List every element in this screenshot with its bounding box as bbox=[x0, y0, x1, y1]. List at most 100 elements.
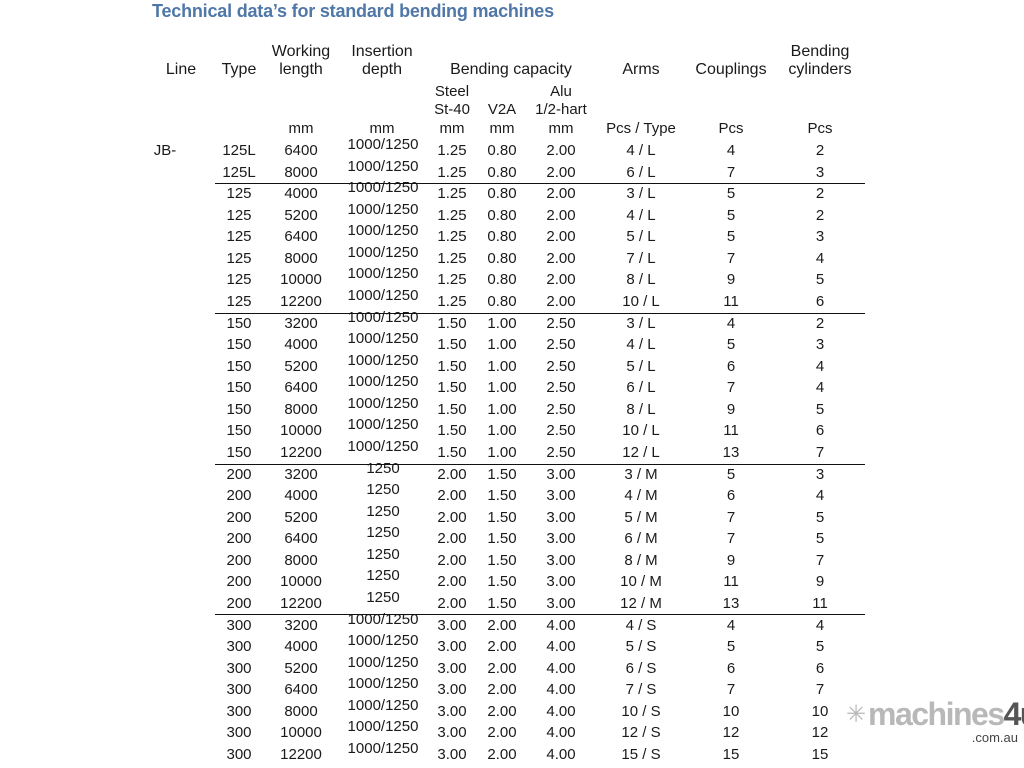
cell-insertion-depth: 1000/1250 bbox=[347, 416, 419, 434]
cell-alu: 2.50 bbox=[546, 379, 576, 397]
cell-working-length: 4000 bbox=[284, 336, 318, 354]
cell-steel: 1.50 bbox=[437, 379, 467, 397]
cell-insertion-depth: 1000/1250 bbox=[347, 437, 419, 455]
cell-alu: 2.00 bbox=[546, 185, 576, 203]
cell-insertion-depth: 1000/1250 bbox=[347, 222, 419, 240]
unit-bending-cylinders: Pcs bbox=[807, 120, 833, 137]
cell-arms: 10 / M bbox=[620, 573, 662, 591]
cell-steel: 1.25 bbox=[437, 249, 467, 267]
cell-bending-cylinders: 6 bbox=[815, 659, 825, 677]
header-alu-1: Alu bbox=[550, 83, 572, 100]
cell-working-length: 3200 bbox=[284, 616, 318, 634]
cell-bending-cylinders: 5 bbox=[815, 508, 825, 526]
cell-insertion-depth: 1000/1250 bbox=[347, 330, 419, 348]
cell-couplings: 9 bbox=[726, 551, 736, 569]
cell-type: 200 bbox=[226, 487, 252, 505]
cell-couplings: 10 bbox=[722, 702, 740, 720]
cell-insertion-depth: 1250 bbox=[366, 524, 400, 542]
cell-alu: 3.00 bbox=[546, 530, 576, 548]
unit-steel: mm bbox=[439, 120, 465, 137]
cell-insertion-depth: 1250 bbox=[366, 567, 400, 585]
cell-v2a: 0.80 bbox=[487, 292, 517, 310]
cell-couplings: 6 bbox=[726, 659, 736, 677]
header-arms: Arms bbox=[622, 61, 660, 78]
cell-arms: 10 / S bbox=[621, 702, 661, 720]
cell-steel: 2.00 bbox=[437, 573, 467, 591]
cell-steel: 2.00 bbox=[437, 530, 467, 548]
unit-v2a: mm bbox=[489, 120, 515, 137]
cell-working-length: 12200 bbox=[280, 292, 322, 310]
cell-working-length: 10000 bbox=[280, 422, 322, 440]
cell-arms: 8 / L bbox=[626, 271, 656, 289]
cell-steel: 2.00 bbox=[437, 594, 467, 612]
cell-arms: 4 / M bbox=[624, 487, 658, 505]
cell-insertion-depth: 1000/1250 bbox=[347, 200, 419, 218]
cell-steel: 1.25 bbox=[437, 292, 467, 310]
cell-couplings: 5 bbox=[726, 336, 736, 354]
cell-type: 125 bbox=[226, 185, 252, 203]
cell-type: 125L bbox=[222, 163, 256, 181]
unit-arms: Pcs / Type bbox=[606, 120, 676, 137]
cell-working-length: 5200 bbox=[284, 508, 318, 526]
cell-alu: 4.00 bbox=[546, 702, 576, 720]
cell-couplings: 13 bbox=[722, 443, 740, 461]
cell-steel: 1.25 bbox=[437, 271, 467, 289]
cell-steel: 2.00 bbox=[437, 465, 467, 483]
cell-bending-cylinders: 2 bbox=[815, 206, 825, 224]
cell-alu: 3.00 bbox=[546, 487, 576, 505]
cell-type: 300 bbox=[226, 724, 252, 742]
cell-type: 300 bbox=[226, 616, 252, 634]
header-alu-2: 1/2-hart bbox=[535, 101, 587, 118]
cell-arms: 4 / L bbox=[626, 336, 656, 354]
cell-bending-cylinders: 2 bbox=[815, 314, 825, 332]
cell-insertion-depth: 1250 bbox=[366, 481, 400, 499]
cell-insertion-depth: 1000/1250 bbox=[347, 696, 419, 714]
cell-couplings: 7 bbox=[726, 379, 736, 397]
cell-couplings: 9 bbox=[726, 271, 736, 289]
header-v2a: V2A bbox=[487, 101, 517, 118]
cell-v2a: 1.00 bbox=[487, 357, 517, 375]
cell-arms: 6 / L bbox=[626, 379, 656, 397]
cell-working-length: 8000 bbox=[284, 551, 318, 569]
cell-bending-cylinders: 3 bbox=[815, 163, 825, 181]
cell-v2a: 0.80 bbox=[487, 142, 517, 159]
cell-type: 150 bbox=[226, 422, 252, 440]
cell-insertion-depth: 1000/1250 bbox=[347, 157, 419, 175]
watermark-domain: .com.au bbox=[971, 730, 1018, 745]
cell-type: 125 bbox=[226, 271, 252, 289]
header-line: Line bbox=[165, 61, 197, 78]
cell-v2a: 1.00 bbox=[487, 443, 517, 461]
cell-alu: 4.00 bbox=[546, 616, 576, 634]
machines4u-watermark-logo: ✳ machines4u .com.au bbox=[846, 696, 1024, 750]
cell-v2a: 1.50 bbox=[487, 465, 517, 483]
cell-arms: 6 / S bbox=[625, 659, 657, 677]
cell-bending-cylinders: 3 bbox=[815, 228, 825, 246]
cell-steel: 2.00 bbox=[437, 487, 467, 505]
cell-insertion-depth: 1000/1250 bbox=[347, 675, 419, 693]
cell-arms: 5 / L bbox=[626, 228, 656, 246]
cell-type: 150 bbox=[226, 314, 252, 332]
cell-working-length: 4000 bbox=[284, 487, 318, 505]
cell-steel: 2.00 bbox=[437, 508, 467, 526]
cell-v2a: 0.80 bbox=[487, 163, 517, 181]
cell-working-length: 6400 bbox=[284, 142, 318, 159]
cell-v2a: 2.00 bbox=[487, 724, 517, 742]
star-icon: ✳ bbox=[846, 701, 867, 728]
header-bending-cylinders-1: Bending bbox=[790, 43, 850, 60]
cell-type: 125L bbox=[222, 142, 256, 159]
cell-working-length: 5200 bbox=[284, 659, 318, 677]
cell-v2a: 2.00 bbox=[487, 616, 517, 634]
cell-steel: 3.00 bbox=[437, 724, 467, 742]
cell-working-length: 8000 bbox=[284, 702, 318, 720]
header-couplings: Couplings bbox=[695, 61, 767, 78]
cell-arms: 3 / L bbox=[626, 314, 656, 332]
cell-couplings: 5 bbox=[726, 206, 736, 224]
cell-type: 200 bbox=[226, 551, 252, 569]
cell-alu: 2.00 bbox=[546, 292, 576, 310]
header-working-length-1: Working bbox=[271, 43, 331, 60]
cell-v2a: 1.50 bbox=[487, 551, 517, 569]
cell-couplings: 15 bbox=[722, 745, 740, 763]
cell-bending-cylinders: 5 bbox=[815, 400, 825, 418]
cell-steel: 1.50 bbox=[437, 422, 467, 440]
cell-v2a: 1.00 bbox=[487, 336, 517, 354]
